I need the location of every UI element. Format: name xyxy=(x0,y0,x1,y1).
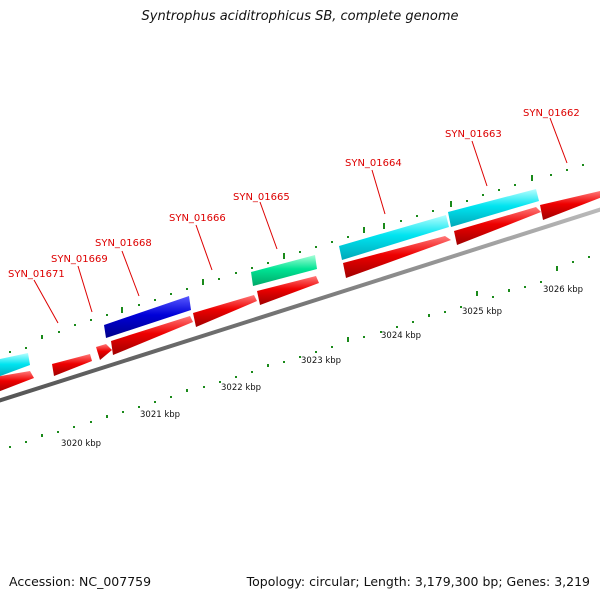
gene-arrow-forward[interactable] xyxy=(193,295,257,327)
genome-backbone xyxy=(0,207,600,403)
scale-ticks xyxy=(9,256,590,448)
scale-label: 3020 kbp xyxy=(61,439,101,449)
gene-label[interactable]: SYN_01671 xyxy=(8,269,65,280)
gene-label[interactable]: SYN_01669 xyxy=(51,254,108,265)
gene-arrow-reverse[interactable] xyxy=(0,353,30,378)
gene-arrow-green[interactable] xyxy=(251,255,317,286)
gene-leader-lines xyxy=(33,117,568,324)
scale-labels: 3020 kbp 3021 kbp 3022 kbp 3023 kbp 3024… xyxy=(61,285,583,449)
gene-label[interactable]: SYN_01666 xyxy=(169,213,226,224)
gene-arrow-forward[interactable] xyxy=(111,316,193,355)
scale-label: 3024 kbp xyxy=(381,331,421,341)
gene-arrow-forward[interactable] xyxy=(257,276,319,305)
gene-arrow-forward[interactable] xyxy=(96,344,112,360)
gene-arrow-forward[interactable] xyxy=(454,207,541,245)
gene-arrow-forward[interactable] xyxy=(52,354,92,376)
gene-arrow-reverse[interactable] xyxy=(339,215,449,260)
upper-ticks xyxy=(9,164,584,353)
gene-arrow-blue[interactable] xyxy=(104,296,191,338)
gene-label[interactable]: SYN_01668 xyxy=(95,238,152,249)
genome-title: Syntrophus aciditrophicus SB, complete g… xyxy=(141,9,459,24)
accession-text: Accession: NC_007759 xyxy=(9,574,152,589)
gene-arrow-forward[interactable] xyxy=(343,236,451,278)
gene-label[interactable]: SYN_01664 xyxy=(345,158,402,169)
scale-label: 3022 kbp xyxy=(221,383,261,393)
scale-label: 3021 kbp xyxy=(140,410,180,420)
gene-arrow-forward[interactable] xyxy=(540,191,600,220)
gene-label[interactable]: SYN_01663 xyxy=(445,129,502,140)
gene-arrow-reverse[interactable] xyxy=(448,189,539,227)
scale-label: 3023 kbp xyxy=(301,356,341,366)
gene-label[interactable]: SYN_01665 xyxy=(233,192,290,203)
topology-text: Topology: circular; Length: 3,179,300 bp… xyxy=(246,574,590,589)
scale-label: 3025 kbp xyxy=(462,307,502,317)
gene-label[interactable]: SYN_01662 xyxy=(523,108,580,119)
gene-arrow-forward[interactable] xyxy=(0,371,34,393)
gene-labels: SYN_01671 SYN_01669 SYN_01668 SYN_01666 … xyxy=(8,108,580,280)
scale-label: 3026 kbp xyxy=(543,285,583,295)
